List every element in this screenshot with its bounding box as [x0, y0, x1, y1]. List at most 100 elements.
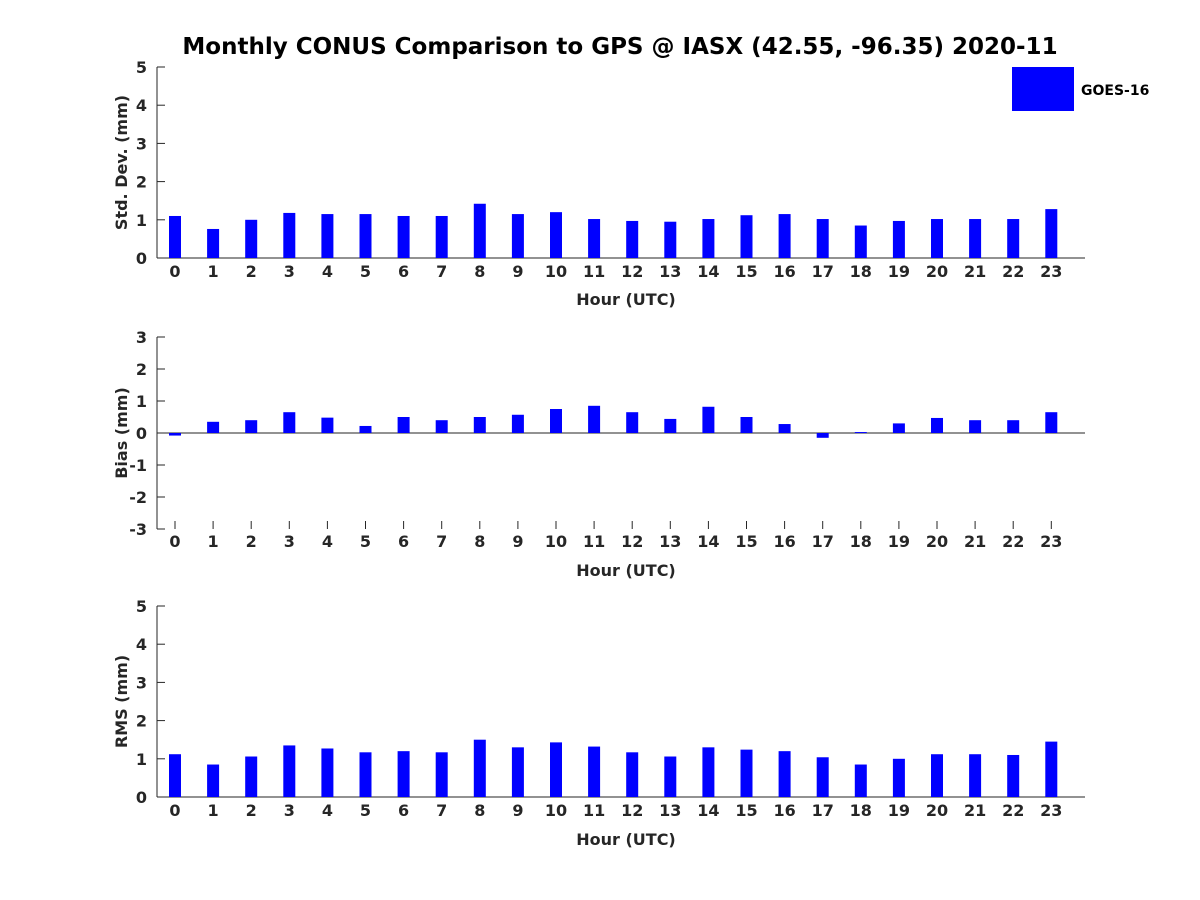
- bar: [892, 220, 905, 258]
- bar: [1045, 412, 1058, 433]
- x-tick-label: 15: [735, 801, 757, 820]
- x-tick-label: 19: [888, 532, 910, 551]
- bar: [511, 747, 524, 797]
- bar: [740, 749, 753, 797]
- bar: [283, 212, 296, 258]
- x-tick-label: 22: [1002, 532, 1024, 551]
- y-axis-title: Std. Dev. (mm): [112, 95, 131, 230]
- x-tick-label: 23: [1040, 262, 1062, 281]
- x-tick-label: 21: [964, 801, 986, 820]
- bar: [207, 228, 220, 258]
- x-tick-label: 11: [583, 532, 605, 551]
- x-tick-label: 2: [246, 801, 257, 820]
- bar: [435, 752, 448, 797]
- x-tick-label: 18: [850, 801, 872, 820]
- bar: [359, 214, 372, 258]
- x-tick-label: 8: [474, 532, 485, 551]
- bar: [1007, 420, 1020, 433]
- x-tick-label: 20: [926, 801, 948, 820]
- y-tick-label: 1: [136, 211, 147, 230]
- legend: GOES-16: [1012, 67, 1149, 111]
- bar: [702, 747, 715, 797]
- bar: [854, 225, 867, 258]
- x-axis-title: Hour (UTC): [576, 290, 676, 309]
- x-tick-label: 20: [926, 532, 948, 551]
- x-tick-label: 13: [659, 262, 681, 281]
- bar: [892, 423, 905, 433]
- x-tick-label: 3: [284, 801, 295, 820]
- x-tick-label: 5: [360, 262, 371, 281]
- bar: [435, 420, 448, 433]
- x-tick-label: 9: [512, 801, 523, 820]
- x-tick-label: 15: [735, 532, 757, 551]
- x-tick-label: 6: [398, 532, 409, 551]
- bar: [664, 418, 677, 433]
- bar: [511, 414, 524, 433]
- bar: [816, 433, 829, 438]
- y-tick-label: 3: [136, 328, 147, 347]
- bar: [588, 405, 601, 433]
- bar: [359, 425, 372, 433]
- bar: [207, 421, 220, 433]
- bar: [1007, 219, 1020, 258]
- bar: [969, 219, 982, 258]
- bar: [626, 412, 639, 433]
- x-tick-label: 6: [398, 262, 409, 281]
- x-tick-label: 5: [360, 801, 371, 820]
- bar: [511, 214, 524, 258]
- bar: [931, 219, 943, 258]
- x-tick-label: 20: [926, 262, 948, 281]
- x-tick-label: 4: [322, 262, 333, 281]
- bar: [778, 214, 791, 258]
- bar: [473, 417, 486, 433]
- x-tick-label: 3: [284, 262, 295, 281]
- bar: [664, 756, 677, 797]
- x-tick-label: 14: [697, 262, 719, 281]
- bar: [550, 409, 562, 433]
- bar: [778, 751, 791, 797]
- x-tick-label: 6: [398, 801, 409, 820]
- bar: [435, 215, 448, 258]
- x-tick-label: 2: [246, 532, 257, 551]
- x-tick-label: 10: [545, 262, 567, 281]
- x-tick-label: 16: [773, 801, 795, 820]
- y-tick-label: 5: [136, 58, 147, 77]
- bar: [626, 752, 639, 797]
- bar: [169, 433, 181, 436]
- y-tick-label: 2: [136, 360, 147, 379]
- bar: [626, 220, 639, 258]
- chart-title: Monthly CONUS Comparison to GPS @ IASX (…: [182, 34, 1057, 60]
- bar: [664, 221, 677, 258]
- x-tick-label: 1: [208, 801, 219, 820]
- legend-label: GOES-16: [1081, 83, 1149, 99]
- y-axis-title: Bias (mm): [112, 387, 131, 479]
- x-tick-label: 11: [583, 262, 605, 281]
- x-tick-label: 17: [812, 801, 834, 820]
- x-tick-label: 23: [1040, 532, 1062, 551]
- x-tick-label: 0: [169, 262, 180, 281]
- bar: [473, 203, 486, 258]
- bar: [245, 219, 258, 258]
- x-tick-label: 0: [169, 532, 180, 551]
- bar: [892, 758, 905, 797]
- y-tick-label: 4: [136, 96, 147, 115]
- x-tick-label: 16: [773, 262, 795, 281]
- x-tick-label: 19: [888, 262, 910, 281]
- bar: [588, 219, 601, 258]
- bar: [816, 219, 829, 258]
- bar: [397, 215, 410, 258]
- x-tick-label: 10: [545, 801, 567, 820]
- bar: [1045, 741, 1058, 797]
- bar: [740, 215, 753, 258]
- x-tick-label: 21: [964, 532, 986, 551]
- bar: [854, 432, 867, 434]
- x-tick-label: 0: [169, 801, 180, 820]
- x-tick-label: 17: [812, 262, 834, 281]
- bar: [969, 420, 982, 433]
- bar: [816, 757, 829, 797]
- y-tick-label: 3: [136, 673, 147, 692]
